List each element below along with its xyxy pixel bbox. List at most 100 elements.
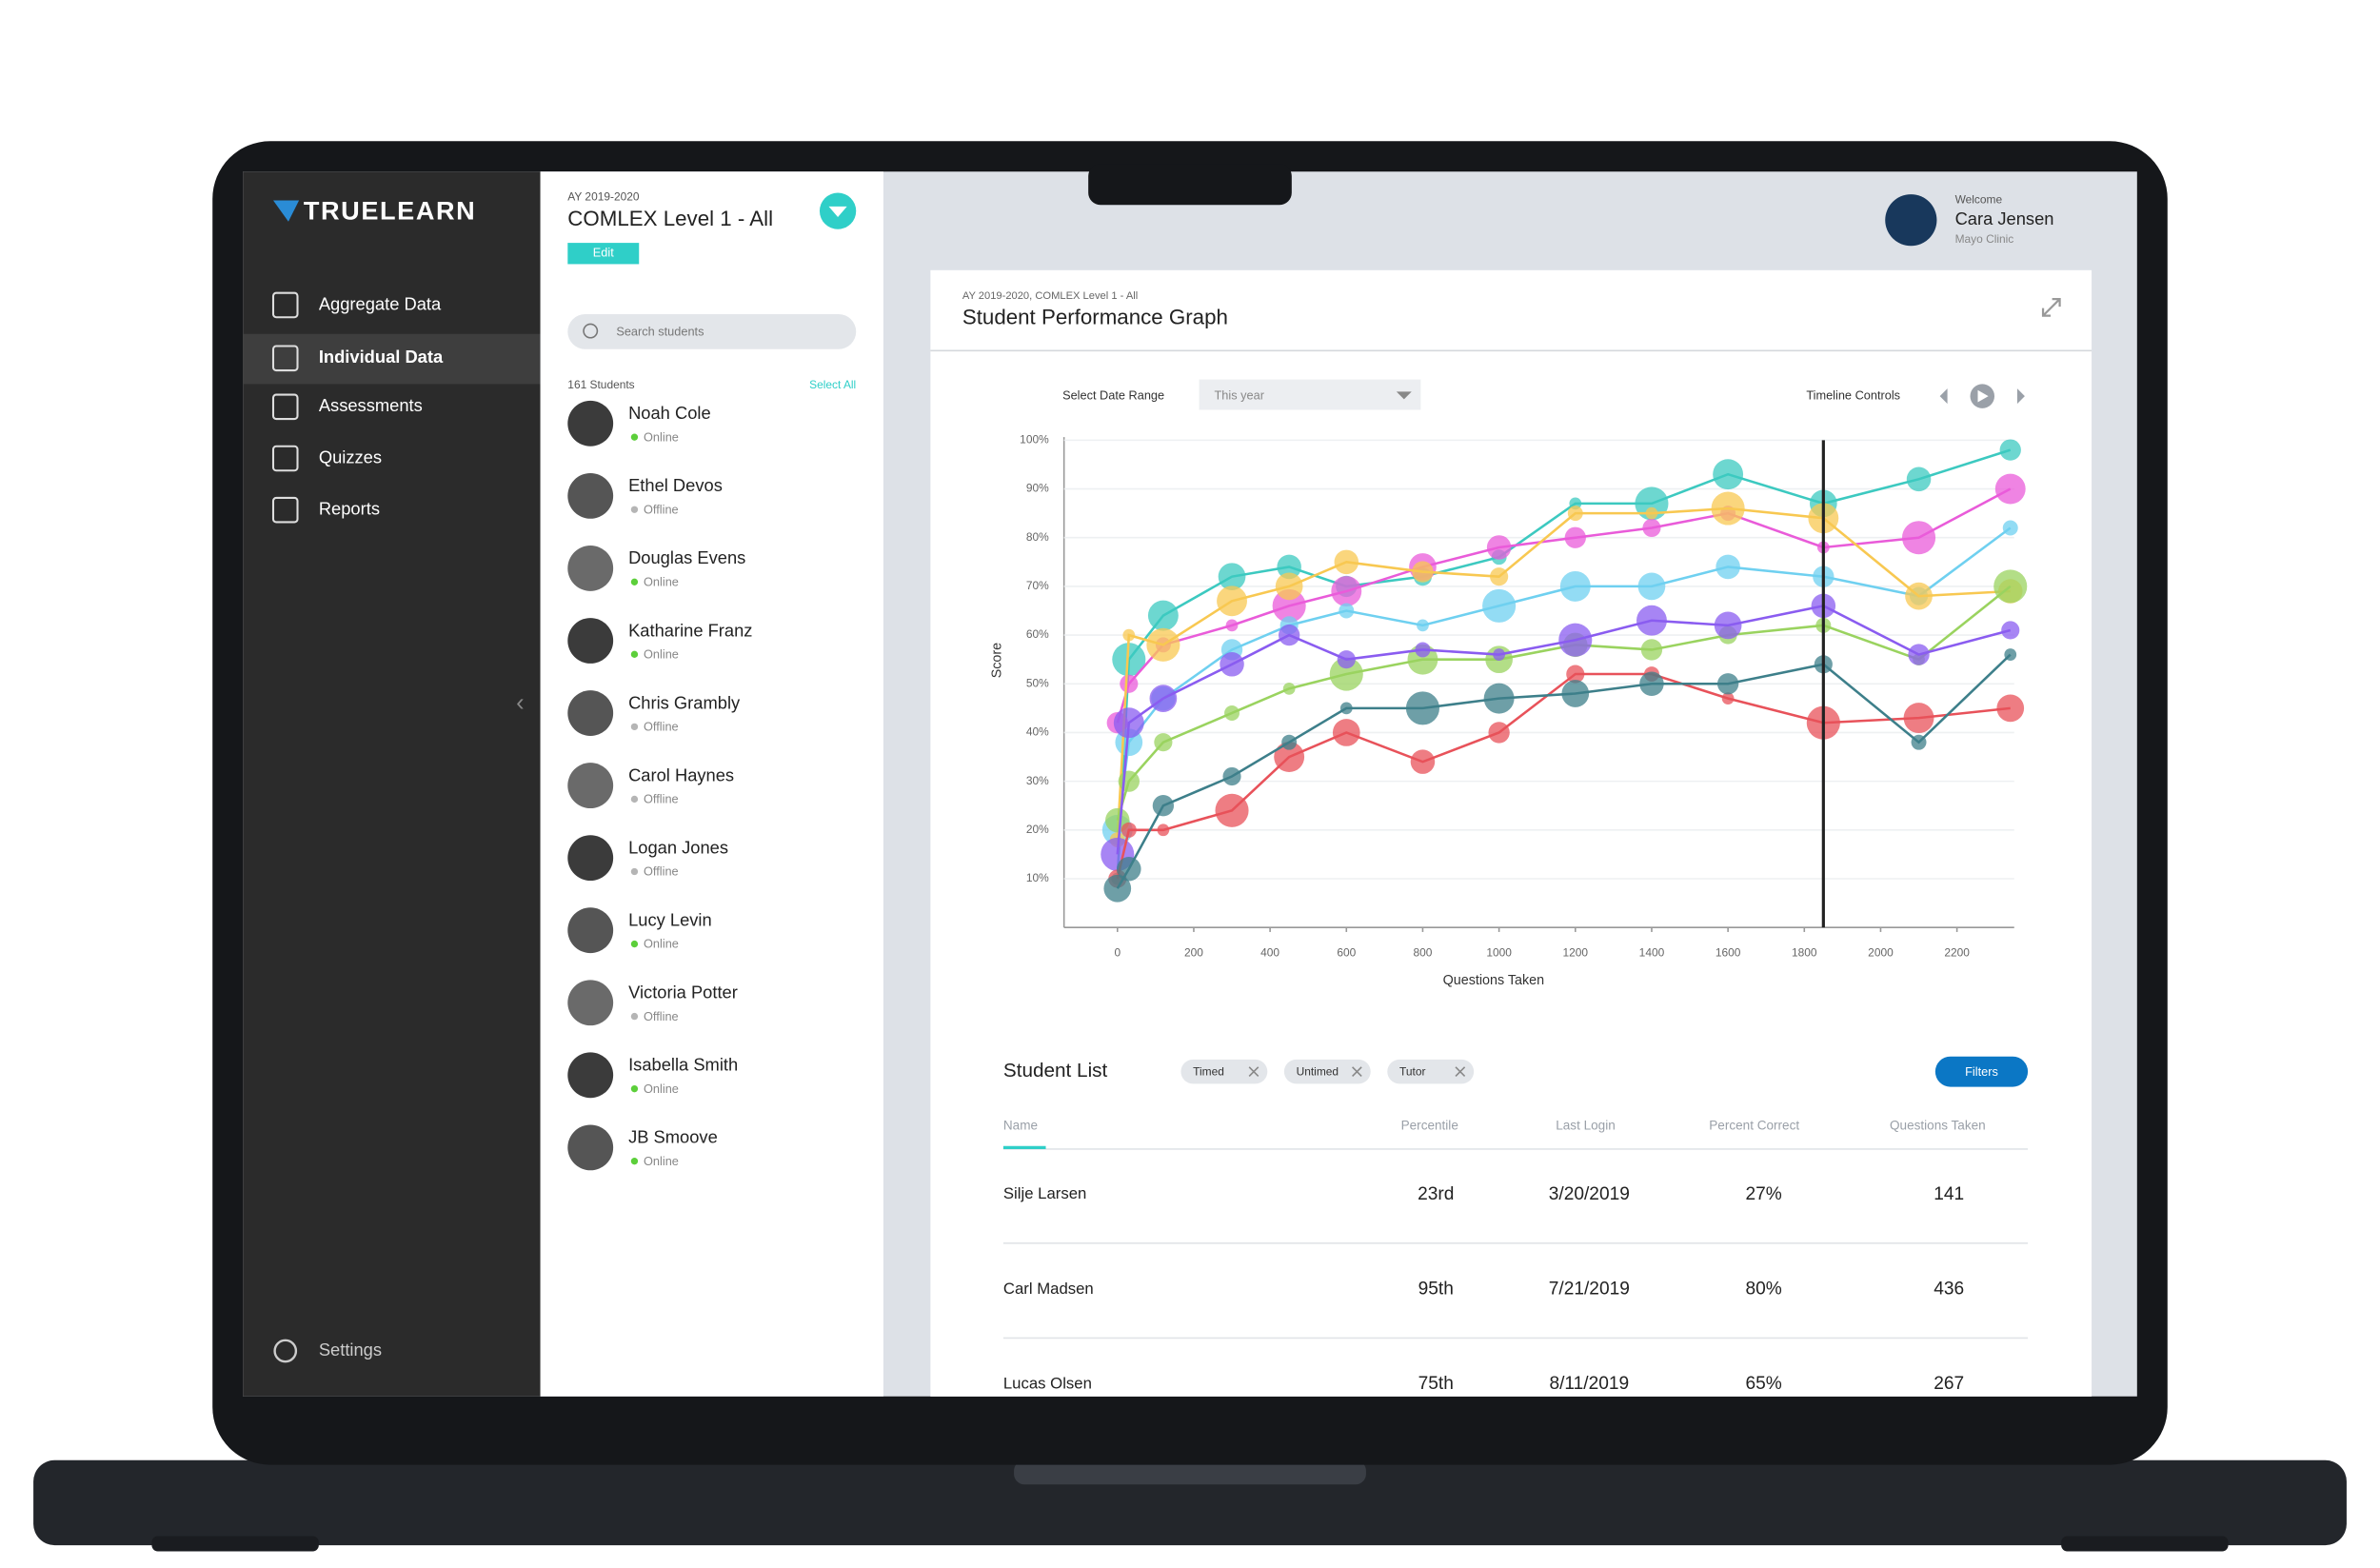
filters-button[interactable] <box>1934 1056 2029 1087</box>
filters-label: Filters <box>1965 1064 1998 1079</box>
student-name[interactable]: Katharine Franz <box>628 620 752 640</box>
card-subtitle: AY 2019-2020, COMLEX Level 1 - All <box>962 290 1138 302</box>
chip-close[interactable] <box>1248 1066 1259 1077</box>
student-name[interactable]: Douglas Evens <box>628 547 745 567</box>
expand-icon[interactable] <box>2041 297 2061 317</box>
filter-chip[interactable] <box>1387 1059 1475 1084</box>
table-cell: 80% <box>1746 1279 1782 1299</box>
data-point <box>1225 619 1239 632</box>
program: COMLEX Level 1 - All <box>567 207 773 230</box>
x-tick-label: 2000 <box>1868 945 1894 959</box>
laptop-foot <box>2061 1536 2229 1552</box>
data-point <box>1218 563 1246 591</box>
data-point <box>2001 621 2020 640</box>
student-avatar <box>567 1124 614 1171</box>
x-tick-label: 1400 <box>1639 945 1665 959</box>
table-cell: 141 <box>1934 1184 1964 1204</box>
student-status: Offline <box>644 792 679 806</box>
select-all[interactable]: Select All <box>809 378 856 391</box>
nav-item[interactable]: Settings <box>319 1340 382 1360</box>
student-status: Online <box>644 1082 679 1096</box>
data-point <box>1118 770 1140 792</box>
date-range-dropdown[interactable] <box>1199 379 1421 410</box>
filter-chip[interactable] <box>1180 1059 1268 1084</box>
student-name[interactable]: Victoria Potter <box>628 982 738 1002</box>
data-point <box>1146 627 1180 662</box>
data-point <box>1488 722 1510 744</box>
student-name[interactable]: Isabella Smith <box>628 1055 738 1075</box>
status-dot <box>630 1012 639 1021</box>
data-point <box>1337 650 1356 669</box>
table-cell: 7/21/2019 <box>1549 1279 1630 1299</box>
rewind-icon[interactable] <box>1939 388 1948 405</box>
nav-item[interactable]: Aggregate Data <box>319 293 442 313</box>
laptop-foot <box>151 1536 319 1552</box>
column-header[interactable]: Percentile <box>1401 1119 1458 1133</box>
student-name[interactable]: Logan Jones <box>628 837 728 857</box>
data-point <box>1112 643 1146 677</box>
nav-selected <box>243 333 541 385</box>
nav-item[interactable]: Individual Data <box>319 347 444 367</box>
nav-icon <box>271 496 299 524</box>
data-point <box>2002 520 2018 536</box>
column-header[interactable]: Last Login <box>1556 1119 1616 1133</box>
x-tick-label: 600 <box>1337 945 1356 959</box>
student-avatar <box>567 835 614 882</box>
search-icon <box>583 323 599 339</box>
data-point <box>1642 518 1661 538</box>
x-tick-label: 0 <box>1114 945 1121 959</box>
nav-item[interactable]: Quizzes <box>319 447 382 466</box>
nav-item[interactable]: Assessments <box>319 395 423 415</box>
data-point <box>1152 795 1175 817</box>
data-point <box>1417 619 1429 632</box>
filter-chip[interactable] <box>1283 1059 1371 1084</box>
student-avatar <box>567 1052 614 1099</box>
search-box[interactable] <box>567 314 857 349</box>
table-cell: Silje Larsen <box>1003 1184 1086 1202</box>
data-point <box>1558 623 1593 657</box>
student-name[interactable]: Carol Haynes <box>628 764 734 784</box>
student-name[interactable]: Ethel Devos <box>628 475 723 495</box>
data-point <box>1120 674 1139 693</box>
student-name[interactable]: JB Smoove <box>628 1127 718 1147</box>
date-range-label: Select Date Range <box>1062 388 1164 403</box>
data-point <box>1493 648 1505 661</box>
user-avatar[interactable] <box>1885 194 1937 247</box>
student-name[interactable]: Lucy Levin <box>628 909 712 929</box>
x-tick-label: 1200 <box>1563 945 1589 959</box>
data-point <box>1637 572 1666 601</box>
x-tick-label: 2200 <box>1944 945 1970 959</box>
data-point <box>1122 628 1136 642</box>
settings-icon <box>273 1339 298 1363</box>
edit-button[interactable] <box>567 243 640 265</box>
student-count: 161 Students <box>567 378 634 391</box>
data-point <box>1334 549 1359 575</box>
y-tick-label: 90% <box>1026 482 1049 495</box>
data-point <box>1906 466 1932 492</box>
chip-close[interactable] <box>1352 1066 1362 1077</box>
x-tick-label: 1800 <box>1792 945 1817 959</box>
chip-label: Timed <box>1193 1065 1224 1079</box>
data-point <box>1999 439 2021 461</box>
student-name[interactable]: Noah Cole <box>628 403 711 423</box>
column-header[interactable]: Name <box>1003 1119 1038 1133</box>
table-cell: 65% <box>1746 1374 1782 1394</box>
data-point <box>1567 506 1583 522</box>
nav-item[interactable]: Reports <box>319 499 380 519</box>
chip-label: Tutor <box>1399 1065 1425 1079</box>
forward-icon[interactable] <box>2016 388 2025 405</box>
student-avatar <box>567 472 614 519</box>
data-point <box>1275 572 1303 601</box>
data-point <box>1329 657 1363 691</box>
column-header[interactable]: Questions Taken <box>1890 1119 1986 1133</box>
data-point <box>1157 824 1170 837</box>
column-header[interactable]: Percent Correct <box>1709 1119 1799 1133</box>
data-point <box>1332 719 1360 746</box>
chip-close[interactable] <box>1455 1066 1466 1077</box>
collapse-icon[interactable]: ‹ <box>516 690 525 717</box>
student-name[interactable]: Chris Grambly <box>628 692 741 712</box>
student-avatar <box>567 763 614 809</box>
search-placeholder: Search students <box>616 325 704 339</box>
table-cell: 95th <box>1418 1279 1454 1299</box>
